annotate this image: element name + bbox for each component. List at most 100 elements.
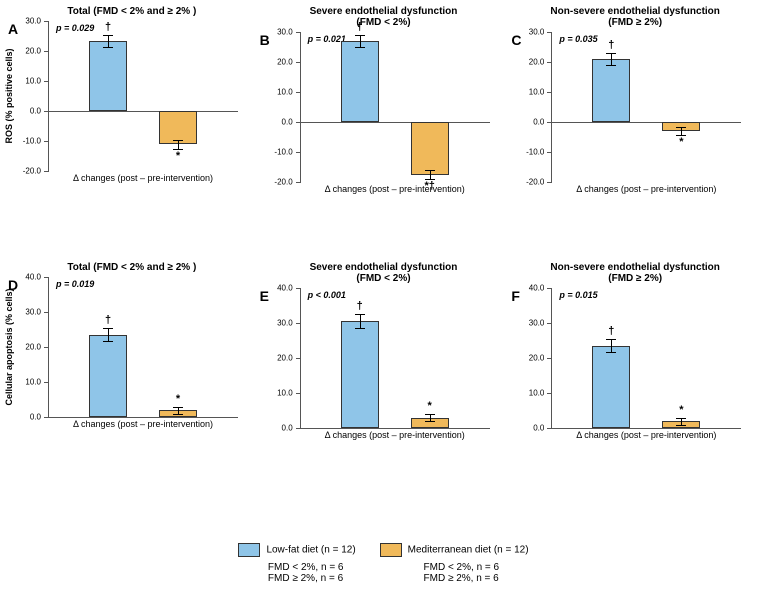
x-axis-label: Δ changes (post – pre-intervention): [48, 173, 238, 183]
error-cap: [676, 425, 686, 426]
ytick-label: -10.0: [526, 148, 544, 157]
plot-area: -20.0-10.00.010.020.030.0ROS (% positive…: [48, 21, 238, 171]
y-axis-label: Cellular apoptosis (% cells): [4, 288, 14, 405]
panel-C: Non-severe endothelial dysfunction(FMD ≥…: [509, 6, 761, 244]
error-cap: [355, 314, 365, 315]
panel-F: Non-severe endothelial dysfunction(FMD ≥…: [509, 262, 761, 500]
ytick-label: 30.0: [277, 319, 293, 328]
ytick-label: -10.0: [274, 148, 292, 157]
panel-letter: E: [260, 288, 269, 304]
ytick: [44, 417, 49, 418]
error-cap: [173, 414, 183, 415]
ytick-label: 10.0: [25, 77, 41, 86]
panel-title-line: (FMD < 2%): [258, 17, 510, 28]
ytick: [44, 382, 49, 383]
ytick: [547, 62, 552, 63]
ytick-label: 30.0: [529, 319, 545, 328]
error-cap: [425, 421, 435, 422]
ytick-label: -20.0: [274, 178, 292, 187]
ytick-label: 20.0: [277, 354, 293, 363]
panel-title-line: Total (FMD < 2% and ≥ 2% ): [6, 262, 258, 273]
axis-zero: [49, 111, 238, 112]
ytick-label: 40.0: [25, 273, 41, 282]
error-cap: [355, 47, 365, 48]
error-cap: [606, 339, 616, 340]
panel-title: Total (FMD < 2% and ≥ 2% ): [6, 262, 258, 273]
annotation: *: [679, 404, 683, 416]
error-bar: [108, 328, 109, 341]
axis-zero: [552, 122, 741, 123]
panel-B: Severe endothelial dysfunction(FMD < 2%)…: [258, 6, 510, 244]
panel-D: Total (FMD < 2% and ≥ 2% )Dp = 0.0190.01…: [6, 262, 258, 500]
ytick: [547, 152, 552, 153]
ytick: [44, 111, 49, 112]
annotation: *: [428, 400, 432, 412]
panel-title-line: (FMD < 2%): [258, 273, 510, 284]
annotation: †: [105, 314, 111, 326]
ytick-label: -20.0: [23, 167, 41, 176]
ytick: [44, 277, 49, 278]
x-axis-label: Δ changes (post – pre-intervention): [551, 184, 741, 194]
annotation: *: [176, 150, 180, 162]
panel-title-line: Severe endothelial dysfunction: [258, 6, 510, 17]
axis-zero: [49, 417, 238, 418]
panel-title: Non-severe endothelial dysfunction(FMD ≥…: [509, 6, 761, 28]
ytick-label: 30.0: [529, 28, 545, 37]
annotation: *†: [424, 180, 434, 192]
ytick-label: 0.0: [282, 118, 293, 127]
legend-sub: FMD < 2%, n = 6FMD ≥ 2%, n = 6 FMD < 2%,…: [0, 562, 767, 584]
ytick-label: 20.0: [529, 354, 545, 363]
error-cap: [425, 414, 435, 415]
error-cap: [606, 53, 616, 54]
panel-title-line: (FMD ≥ 2%): [509, 273, 761, 284]
ytick: [44, 312, 49, 313]
ytick: [547, 393, 552, 394]
legend-label: Low-fat diet (n = 12): [266, 545, 355, 556]
ytick-label: 30.0: [277, 28, 293, 37]
ytick: [547, 182, 552, 183]
ytick: [44, 141, 49, 142]
error-cap: [103, 328, 113, 329]
ytick: [296, 152, 301, 153]
panel-letter: A: [8, 21, 18, 37]
legend-label: Mediterranean diet (n = 12): [408, 545, 529, 556]
error-cap: [606, 65, 616, 66]
legend-sub-line: FMD ≥ 2%, n = 6: [424, 573, 500, 584]
panel-letter: B: [260, 32, 270, 48]
legend-item: Mediterranean diet (n = 12): [380, 543, 529, 557]
bar-lowfat: [89, 41, 127, 112]
error-cap: [103, 341, 113, 342]
panel-title: Total (FMD < 2% and ≥ 2% ): [6, 6, 258, 17]
annotation: *: [679, 136, 683, 148]
plot-area: 0.010.020.030.040.0Cellular apoptosis (%…: [48, 277, 238, 417]
bar-med: [411, 122, 449, 175]
ytick: [44, 21, 49, 22]
error-cap: [355, 328, 365, 329]
ytick-label: 0.0: [533, 118, 544, 127]
legend-sub-line: FMD < 2%, n = 6: [424, 562, 500, 573]
error-cap: [173, 407, 183, 408]
panel-title: Severe endothelial dysfunction(FMD < 2%): [258, 262, 510, 284]
ytick-label: 20.0: [277, 58, 293, 67]
ytick: [547, 122, 552, 123]
ytick: [547, 428, 552, 429]
panel-title-line: Severe endothelial dysfunction: [258, 262, 510, 273]
ytick: [296, 62, 301, 63]
plot-area: 0.010.020.030.040.0†*: [300, 288, 490, 428]
error-cap: [355, 35, 365, 36]
ytick-label: 10.0: [25, 378, 41, 387]
ytick: [547, 323, 552, 324]
ytick-label: 0.0: [533, 424, 544, 433]
ytick: [44, 81, 49, 82]
error-bar: [360, 314, 361, 328]
ytick-label: 30.0: [25, 17, 41, 26]
panel-title-line: Non-severe endothelial dysfunction: [509, 262, 761, 273]
ytick-label: 0.0: [30, 413, 41, 422]
bar-lowfat: [592, 346, 630, 428]
plot-area: -20.0-10.00.010.020.030.0†*†: [300, 32, 490, 182]
ytick: [547, 92, 552, 93]
ytick-label: 30.0: [25, 308, 41, 317]
error-bar: [611, 53, 612, 65]
ytick-label: 40.0: [529, 284, 545, 293]
panel-letter: C: [511, 32, 521, 48]
